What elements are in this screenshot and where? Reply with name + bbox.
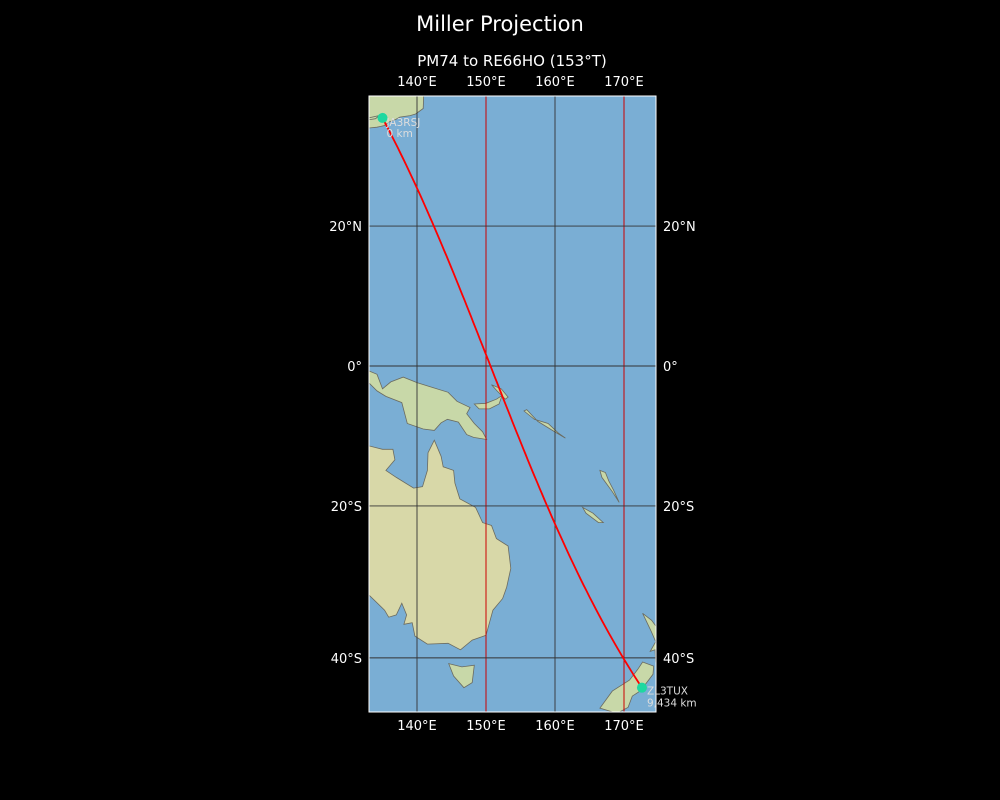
right-lat-label: 0°	[663, 360, 678, 375]
start-callsign: JA3RSJ	[386, 117, 421, 129]
left-lat-label: 20°S	[331, 500, 362, 515]
land-new-britain	[473, 394, 503, 410]
map-frame	[368, 95, 657, 713]
start-marker	[377, 112, 388, 123]
end-callsign: ZL3TUX	[647, 686, 688, 698]
map-title: Miller Projection	[416, 12, 584, 36]
land-australia	[369, 439, 512, 651]
top-lon-label: 150°E	[466, 75, 506, 90]
land-nz-north	[642, 612, 656, 665]
land-vanuatu	[599, 469, 620, 503]
right-lat-label: 40°S	[663, 652, 694, 667]
left-lat-label: 40°S	[331, 652, 362, 667]
end-distance: 9,434 km	[647, 698, 697, 710]
land-layer	[369, 96, 656, 712]
tick-labels: 140°E 140°E 150°E 150°E 160°E 160°E 170°E 170°E…	[329, 75, 696, 734]
markers: JA3RSJ 0 km ZL3TUX 9,434 km	[377, 112, 697, 710]
left-lat-label: 20°N	[329, 220, 362, 235]
bottom-lon-label: 170°E	[604, 719, 644, 734]
bottom-lon-label: 160°E	[535, 719, 575, 734]
top-lon-label: 160°E	[535, 75, 575, 90]
route-layer	[381, 117, 643, 689]
graticule	[369, 96, 656, 712]
land-tasmania	[448, 663, 475, 689]
bottom-lon-label: 150°E	[466, 719, 506, 734]
great-circle-path	[381, 117, 643, 689]
right-lat-label: 20°S	[663, 500, 694, 515]
start-distance: 0 km	[387, 128, 413, 140]
bottom-lon-label: 140°E	[397, 719, 437, 734]
map-subtitle: PM74 to RE66HO (153°T)	[417, 52, 607, 70]
land-nz-south	[599, 661, 655, 712]
end-marker	[636, 682, 647, 693]
left-lat-label: 0°	[347, 360, 362, 375]
top-lon-label: 140°E	[397, 75, 437, 90]
top-lon-label: 170°E	[604, 75, 644, 90]
land-new-guinea	[369, 370, 488, 441]
land-new-caledonia	[581, 506, 605, 523]
right-lat-label: 20°N	[663, 220, 696, 235]
